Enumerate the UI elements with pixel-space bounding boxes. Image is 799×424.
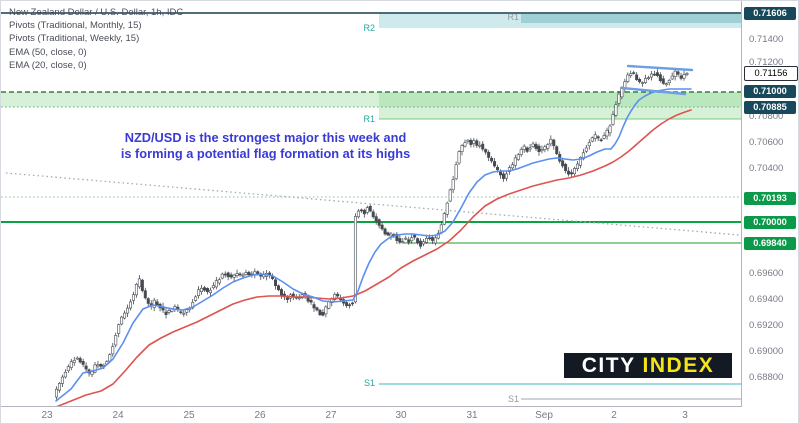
price-level-badge: 0.71000 — [744, 84, 796, 98]
price-tick-label: 0.70600 — [749, 137, 784, 148]
price-tick-label: 0.69600 — [749, 268, 784, 279]
price-tick-label: 0.70800 — [749, 111, 784, 122]
time-tick-label: 23 — [41, 410, 53, 421]
legend-ema50-row[interactable]: EMA (50, close, 0) — [9, 46, 87, 58]
flag-upper-line — [626, 64, 694, 72]
time-tick-label: 2 — [611, 410, 617, 421]
time-tick-label: 31 — [466, 410, 478, 421]
time-tick-label: 27 — [325, 410, 337, 421]
monthly-r1-zone-rect — [379, 92, 741, 119]
price-level-badge: 0.70885 — [744, 100, 796, 114]
annotation-line-2: is forming a potential flag formation at… — [120, 145, 411, 161]
time-tick-label: 3 — [682, 410, 688, 421]
analyst-annotation: NZD/USD is the strongest major this week… — [93, 130, 438, 161]
price-level-badge: 0.71606 — [744, 6, 796, 20]
price-tick-label: 0.68800 — [749, 372, 784, 383]
ema-50-line — [56, 109, 692, 406]
chart-canvas[interactable] — [1, 1, 741, 406]
legend-pivots-weekly-row[interactable]: Pivots (Traditional, Weekly, 15) — [9, 33, 140, 45]
time-axis[interactable]: 23 24 25 26 27 30 31 Sep 2 3 — [1, 407, 741, 423]
ema-20-line — [55, 88, 692, 402]
time-tick-label: 26 — [254, 410, 266, 421]
logo-word-index: INDEX — [642, 353, 715, 377]
last-price-badge: 0.71156 — [744, 65, 798, 81]
price-tick-label: 0.70400 — [749, 163, 784, 174]
price-level-badge: 0.69840 — [744, 236, 796, 250]
logo-word-city: CITY — [581, 353, 643, 377]
descending-trendline — [5, 172, 740, 236]
city-index-logo: CITY INDEX — [564, 353, 732, 378]
price-tick-label: 0.69000 — [749, 346, 784, 357]
time-tick-label: 30 — [395, 410, 407, 421]
price-axis[interactable]: 0.71400 0.71200 0.70800 0.70600 0.70400 0.698… — [742, 1, 798, 406]
price-tick-label: 0.71400 — [749, 34, 784, 45]
price-tick-label: 0.71200 — [749, 57, 784, 68]
weekly-resistance-zone-rect — [1, 92, 741, 107]
legend-ema20-row[interactable]: EMA (20, close, 0) — [9, 59, 87, 71]
flag-lower-line — [620, 86, 687, 96]
price-level-badge: 0.70193 — [744, 191, 796, 205]
indicator-legend: New Zealand Dollar / U.S. Dollar, 1h, ID… — [9, 6, 183, 72]
legend-symbol-row[interactable]: New Zealand Dollar / U.S. Dollar, 1h, ID… — [9, 7, 184, 18]
legend-pivots-monthly-row[interactable]: Pivots (Traditional, Monthly, 15) — [9, 20, 142, 32]
monthly-r2-zone-rect — [379, 13, 741, 28]
price-tick-label: 0.69400 — [749, 294, 784, 305]
annotation-line-1: NZD/USD is the strongest major this week… — [124, 130, 407, 145]
time-tick-label: 24 — [112, 410, 124, 421]
candlesticks — [54, 68, 689, 400]
time-tick-label: Sep — [535, 410, 553, 421]
price-chart[interactable]: R1 R2 R1 S1 S1 New Zealand Dollar / U.S. Dol… — [1, 1, 742, 407]
price-level-badge: 0.70000 — [744, 215, 796, 229]
price-tick-label: 0.69200 — [749, 320, 784, 331]
time-tick-label: 25 — [183, 410, 195, 421]
weekly-r1-zone-rect — [521, 14, 741, 23]
